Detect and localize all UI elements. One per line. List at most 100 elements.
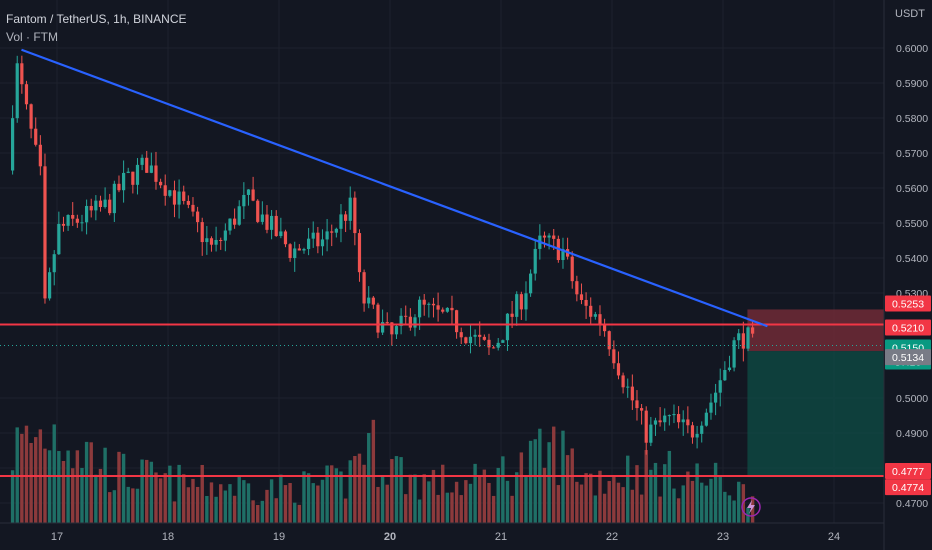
volume-bar — [584, 473, 588, 523]
time-tick-label: 19 — [273, 531, 285, 543]
volume-bar — [34, 437, 38, 523]
candle-body — [381, 322, 385, 333]
volume-bar — [186, 487, 191, 523]
volume-bar — [246, 483, 251, 523]
tag-background — [885, 319, 931, 336]
trendline[interactable] — [21, 48, 768, 328]
volume-bar — [274, 498, 278, 523]
price-tags: 0.52530.52100.515057:160.51340.47770.477… — [741, 295, 931, 517]
volume-bar — [473, 463, 477, 523]
candle-body — [746, 327, 750, 349]
candle-body — [311, 232, 315, 239]
candle-body — [237, 206, 241, 225]
volume-bar — [528, 440, 533, 523]
symbol-title[interactable]: Fantom / TetherUS, 1h, BINANCE — [6, 12, 187, 26]
candle-body — [117, 183, 121, 191]
candle-body — [751, 327, 755, 334]
volume-bar — [172, 501, 177, 523]
candle-body — [593, 314, 597, 317]
candle-body — [205, 238, 209, 243]
volume-bar — [681, 485, 685, 523]
candle-body — [686, 419, 690, 426]
volume-legend[interactable]: Vol · FTM — [6, 30, 59, 44]
time-tick-label: 24 — [828, 531, 840, 543]
volume-bar — [256, 505, 260, 523]
candle-body — [579, 294, 584, 300]
candle-body — [635, 400, 639, 409]
candle-body — [524, 293, 528, 310]
price-tick-label: 0.4700 — [896, 498, 928, 510]
volume-bar — [84, 441, 89, 523]
volume-bar — [80, 467, 84, 523]
candle-body — [362, 272, 366, 304]
time-tick-label: 21 — [495, 531, 507, 543]
volume-bar — [612, 476, 616, 523]
drawings[interactable] — [0, 48, 884, 478]
candle-body — [468, 336, 473, 344]
candle-body — [399, 315, 403, 327]
candle-body — [140, 157, 144, 165]
volume-bar — [325, 465, 329, 523]
volume-bar — [593, 495, 598, 523]
candle-body — [630, 386, 634, 401]
volume-bar — [288, 483, 292, 523]
price-tick-label: 0.5800 — [896, 113, 928, 125]
candle-body — [455, 310, 459, 333]
tag-value: 0.5134 — [892, 352, 924, 364]
volume-bar — [57, 451, 61, 523]
volume-bar — [533, 439, 537, 523]
volume-bar — [362, 464, 366, 523]
take-profit-zone[interactable] — [747, 351, 884, 478]
volume-bar — [468, 483, 473, 523]
candle-body — [394, 326, 399, 335]
candle-body — [644, 410, 648, 443]
candle-body — [473, 334, 477, 337]
candle-body — [103, 199, 107, 208]
candle-body — [182, 191, 186, 201]
candle-body — [663, 415, 667, 423]
candle-body — [445, 307, 449, 312]
candle-body — [57, 223, 61, 255]
volume-bar — [658, 496, 662, 523]
candle-body — [186, 200, 190, 205]
candle-body — [658, 420, 662, 423]
volume-bar — [616, 482, 621, 523]
tag-value: 0.4777 — [892, 466, 924, 478]
candle-body — [246, 189, 251, 195]
candle-body — [404, 315, 408, 317]
volume-bar — [293, 502, 297, 523]
candle-body — [496, 342, 500, 348]
take-profit-tag: 0.5253 — [885, 295, 931, 312]
candle-body — [584, 299, 588, 306]
volume-bar — [260, 500, 265, 523]
volume-bar — [158, 478, 163, 523]
volume-bar — [131, 488, 135, 523]
tag-value: 0.4774 — [892, 482, 924, 494]
candle-body — [260, 214, 264, 222]
candle-body — [741, 333, 745, 349]
currency-label: USDT — [895, 8, 925, 20]
volume-bar — [672, 488, 676, 523]
candle-body — [482, 336, 486, 340]
candle-body — [302, 249, 306, 251]
volume-bar — [302, 471, 306, 523]
candle-body — [408, 316, 412, 328]
support-lower-tag: 0.4774 — [885, 479, 931, 496]
stop-loss-zone[interactable] — [747, 309, 884, 352]
time-tick-label: 17 — [51, 531, 63, 543]
volume-bar — [242, 480, 246, 523]
volume-bar — [283, 485, 288, 523]
volume-bar — [269, 479, 274, 523]
candle-body — [108, 199, 112, 214]
volume-bar — [357, 453, 362, 523]
volume-bar — [505, 480, 510, 523]
lightning-icon[interactable] — [741, 497, 761, 517]
volume-bar — [422, 474, 426, 523]
volume-bar — [602, 493, 607, 523]
candle-body — [159, 181, 163, 186]
volume-bar — [478, 476, 482, 523]
volume-bar — [320, 479, 325, 523]
volume-bar — [579, 484, 584, 523]
